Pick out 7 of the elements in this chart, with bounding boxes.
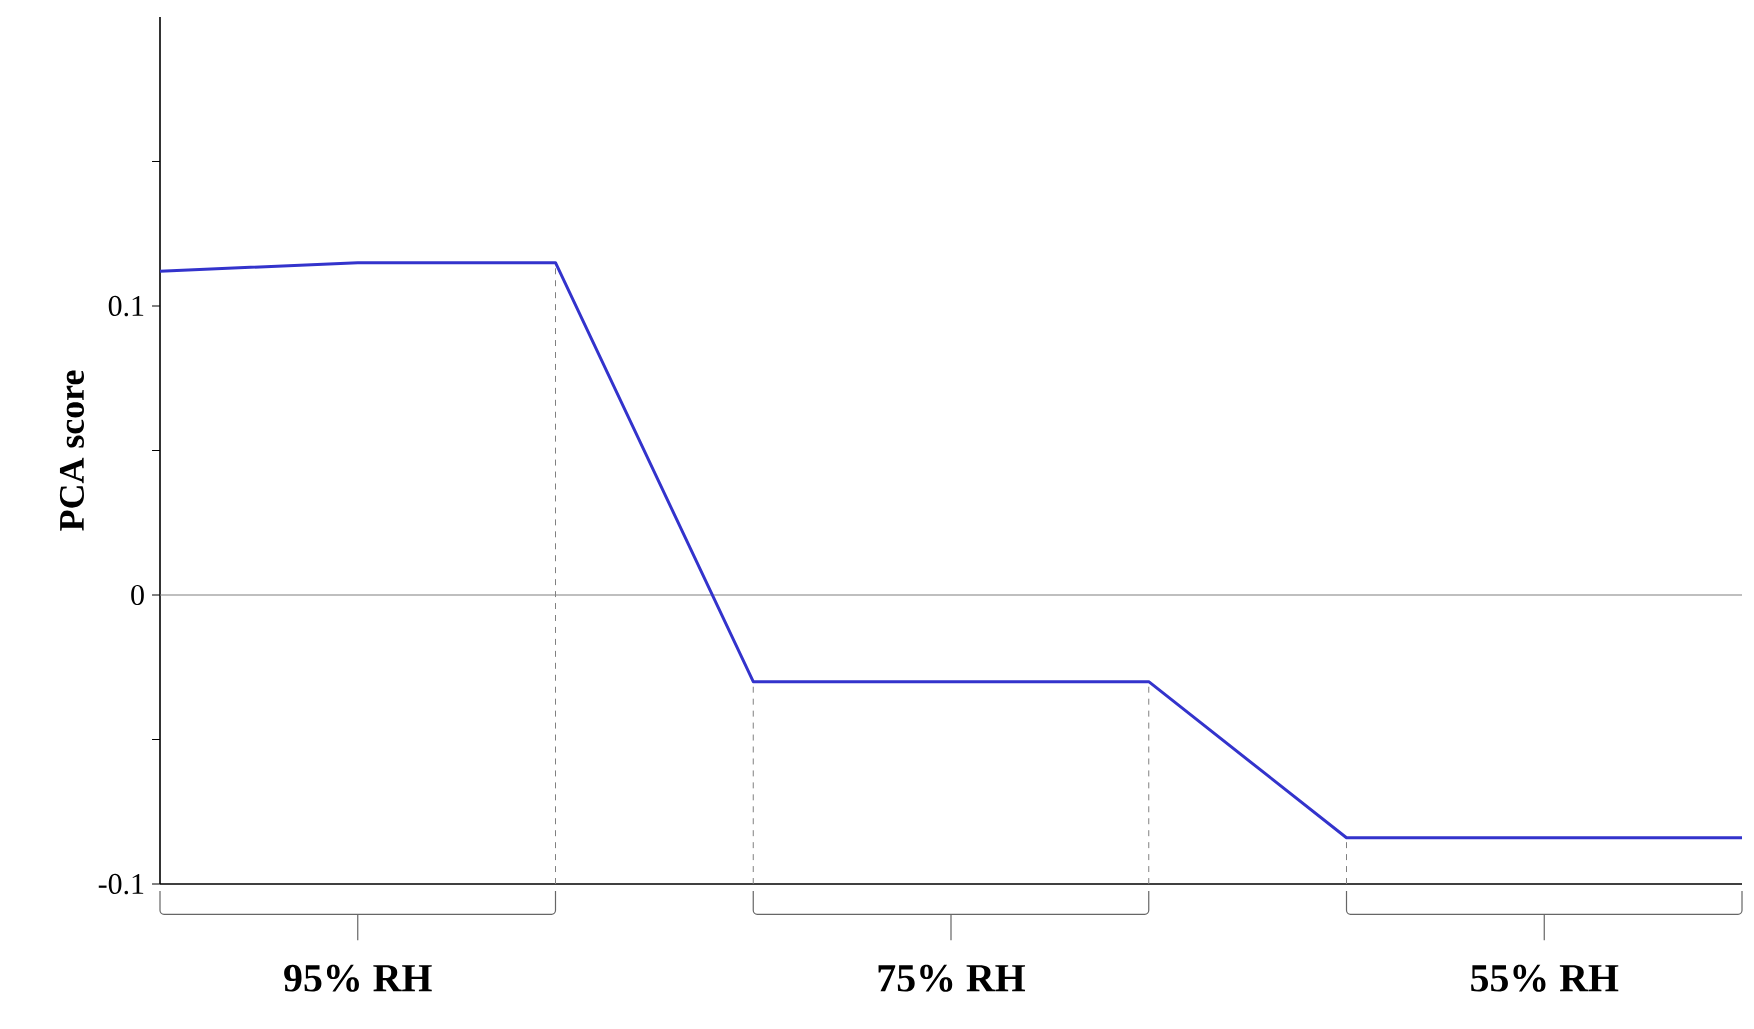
y-axis-title: PCA score: [59, 370, 84, 531]
text: 95% RH: [284, 964, 432, 992]
y-tick-label: 0: [131, 584, 144, 606]
text: 75% RH: [878, 964, 1026, 992]
text: 55% RH: [1471, 964, 1619, 992]
y-tick-label: -0.1: [98, 873, 144, 895]
y-tick-label: 0.1: [108, 295, 144, 317]
